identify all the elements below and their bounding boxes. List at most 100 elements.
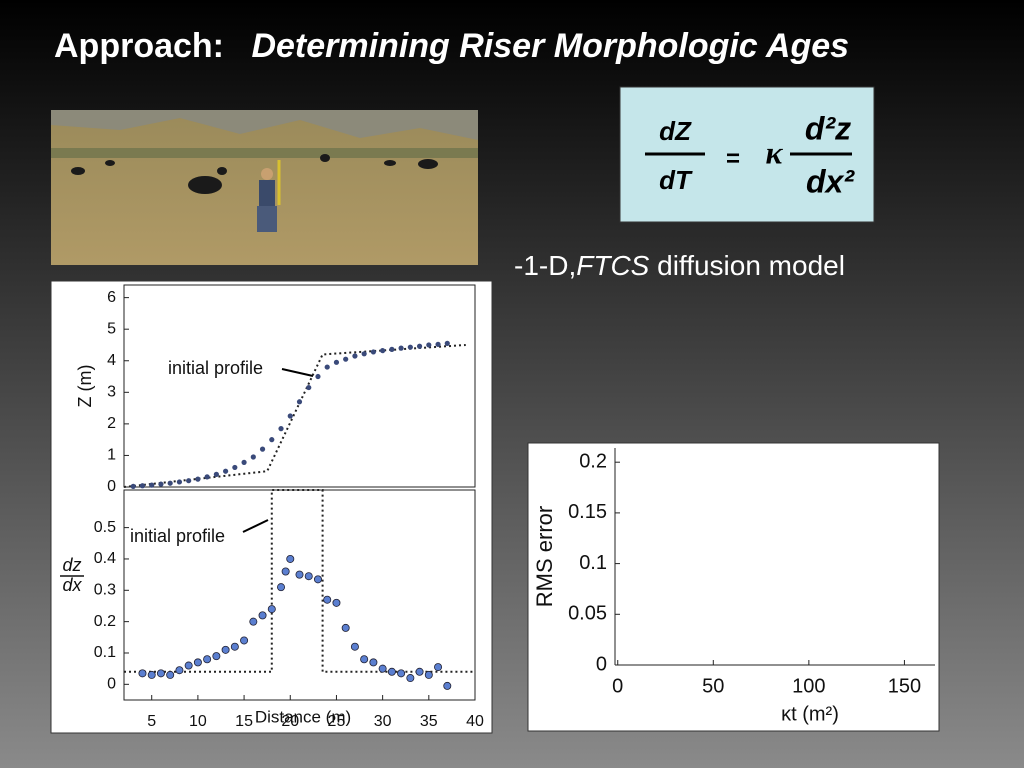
data-point bbox=[389, 346, 395, 352]
data-point bbox=[435, 341, 441, 347]
data-point bbox=[277, 583, 286, 592]
data-point bbox=[407, 344, 413, 350]
data-point bbox=[361, 351, 367, 357]
y-tick-label: 0 bbox=[107, 478, 116, 495]
y-tick-label: 0.2 bbox=[94, 613, 116, 630]
data-point bbox=[186, 478, 192, 484]
x-tick-label: 15 bbox=[235, 713, 253, 730]
y-tick-label: 0.1 bbox=[94, 644, 116, 661]
data-point bbox=[241, 459, 247, 465]
data-point bbox=[352, 353, 358, 359]
data-point bbox=[193, 658, 202, 667]
y-tick-label: 1 bbox=[107, 447, 116, 464]
data-point bbox=[139, 483, 146, 489]
y-tick-label: 0.5 bbox=[94, 519, 116, 536]
annotation: initial profile bbox=[130, 526, 225, 546]
x-tick-label: 150 bbox=[888, 675, 921, 697]
x-tick-label: 50 bbox=[702, 675, 724, 697]
rms-panel bbox=[527, 442, 940, 732]
data-point bbox=[158, 481, 164, 487]
data-point bbox=[426, 342, 432, 348]
annotation: initial profile bbox=[168, 358, 263, 378]
data-point bbox=[296, 399, 303, 405]
data-point bbox=[369, 658, 378, 667]
y-tick-label: 0.3 bbox=[94, 582, 116, 599]
x-tick-label: 10 bbox=[189, 713, 207, 730]
equation: dZ dT = κ d²z dx² bbox=[619, 86, 875, 223]
data-point bbox=[269, 437, 275, 443]
data-point bbox=[223, 468, 229, 474]
data-point bbox=[267, 605, 276, 614]
annotation-arrow bbox=[242, 519, 269, 533]
data-point bbox=[147, 670, 156, 679]
data-point bbox=[398, 345, 404, 351]
x-tick-label: 5 bbox=[147, 713, 156, 730]
data-point bbox=[212, 652, 221, 661]
rhs-denominator: dx² bbox=[806, 163, 855, 199]
data-point bbox=[380, 348, 386, 354]
bullet-prefix: -1-D, bbox=[514, 250, 576, 281]
x-tick-label: 100 bbox=[792, 675, 825, 697]
bullet-italic: FTCS bbox=[576, 250, 649, 281]
data-point bbox=[258, 611, 267, 620]
data-point bbox=[313, 575, 322, 584]
x-axis-label: κt (m²) bbox=[781, 703, 839, 725]
data-point bbox=[286, 554, 295, 563]
bullet-rest: diffusion model bbox=[649, 250, 845, 281]
y-tick-label: 5 bbox=[107, 320, 116, 337]
rhs-numerator: d²z bbox=[805, 110, 851, 146]
data-point bbox=[332, 598, 341, 607]
plot-frame bbox=[123, 489, 476, 701]
data-point bbox=[130, 483, 136, 489]
data-point bbox=[287, 413, 293, 419]
data-point bbox=[397, 669, 406, 678]
y-tick-label: 0.05 bbox=[568, 603, 607, 625]
photo bbox=[51, 110, 478, 265]
data-point bbox=[295, 570, 304, 579]
data-point bbox=[323, 595, 332, 604]
x-tick-label: 40 bbox=[466, 713, 484, 730]
y-tick-label: 3 bbox=[107, 384, 116, 401]
data-point bbox=[167, 480, 173, 486]
y-label-numerator: dz bbox=[62, 555, 81, 575]
data-point bbox=[415, 667, 424, 676]
data-point bbox=[324, 364, 330, 370]
title-lead: Approach: bbox=[54, 27, 224, 65]
x-axis-label: Distance (m) bbox=[255, 707, 351, 726]
y-axis-label: RMS error bbox=[532, 506, 557, 607]
data-point bbox=[138, 669, 147, 678]
y-tick-label: 0.15 bbox=[568, 501, 607, 523]
y-tick-label: 2 bbox=[107, 415, 116, 432]
x-tick-label: 25 bbox=[328, 713, 346, 730]
data-point bbox=[278, 426, 284, 432]
data-point bbox=[259, 446, 266, 452]
data-point bbox=[387, 667, 396, 676]
data-point bbox=[424, 670, 433, 679]
y-tick-label: 6 bbox=[107, 289, 116, 306]
x-tick-label: 0 bbox=[612, 675, 623, 697]
data-point bbox=[175, 666, 184, 675]
data-point bbox=[249, 617, 258, 626]
data-point bbox=[444, 340, 450, 346]
data-point bbox=[250, 454, 256, 460]
data-point bbox=[195, 476, 201, 482]
bullet: -1-D,FTCS diffusion model bbox=[514, 250, 845, 281]
data-point bbox=[333, 359, 340, 365]
profile-panel bbox=[50, 280, 493, 734]
y-tick-label: 4 bbox=[107, 352, 116, 369]
data-point bbox=[434, 663, 443, 672]
data-point bbox=[156, 669, 165, 678]
data-point bbox=[203, 655, 212, 664]
data-point bbox=[304, 572, 313, 581]
data-point bbox=[360, 655, 369, 664]
annotation-arrow bbox=[281, 368, 314, 377]
data-point bbox=[240, 636, 249, 645]
data-point bbox=[406, 674, 415, 683]
plot-frame bbox=[123, 284, 476, 488]
data-point bbox=[166, 670, 175, 679]
data-point bbox=[221, 645, 230, 654]
y-label-denominator: dx bbox=[62, 575, 82, 595]
data-point bbox=[378, 664, 387, 673]
data-point bbox=[370, 349, 376, 355]
